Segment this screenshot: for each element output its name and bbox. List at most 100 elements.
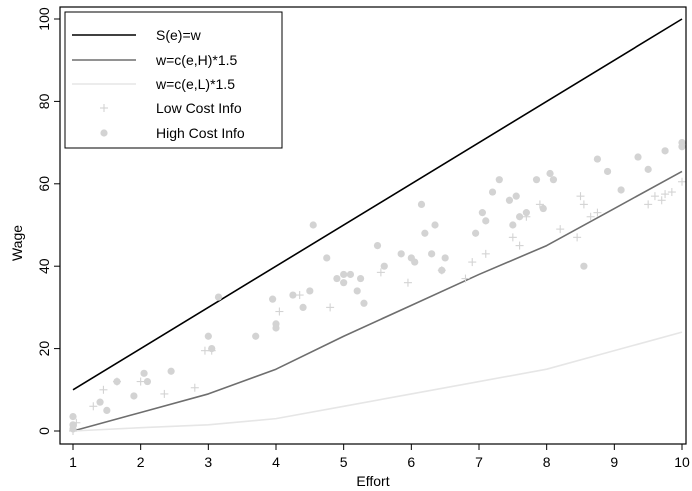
data-point-circle bbox=[428, 250, 436, 258]
legend-swatch-3 bbox=[100, 104, 108, 112]
legend-swatch-4 bbox=[100, 129, 108, 137]
data-point-circle bbox=[299, 303, 307, 311]
data-point-circle bbox=[96, 398, 104, 406]
series-points-4 bbox=[69, 139, 686, 433]
data-point-circle bbox=[472, 229, 480, 237]
data-point-circle bbox=[495, 176, 503, 184]
data-point-circle bbox=[269, 295, 277, 303]
data-point-circle bbox=[214, 293, 223, 301]
x-tick-label: 1 bbox=[69, 454, 77, 470]
data-point-circle bbox=[488, 188, 497, 196]
y-tick-label: 60 bbox=[36, 176, 52, 192]
x-axis-title: Effort bbox=[356, 473, 389, 489]
data-point-circle bbox=[289, 291, 297, 299]
series-line-0 bbox=[72, 18, 683, 391]
data-point-plus bbox=[481, 249, 490, 258]
data-point-circle bbox=[130, 392, 138, 400]
legend-label-0: S(e)=w bbox=[156, 27, 202, 43]
data-point-circle bbox=[69, 412, 77, 421]
data-point-plus bbox=[657, 196, 666, 205]
legend-label-4: High Cost Info bbox=[156, 125, 245, 141]
data-point-plus bbox=[535, 200, 544, 209]
data-point-circle bbox=[143, 377, 152, 386]
data-point-plus bbox=[403, 278, 412, 287]
data-point-circle bbox=[509, 221, 517, 229]
x-tick-label: 6 bbox=[407, 454, 415, 470]
data-point-circle bbox=[397, 250, 405, 258]
data-point-circle bbox=[546, 169, 554, 178]
data-point-circle bbox=[140, 369, 148, 377]
x-tick-label: 9 bbox=[610, 454, 618, 470]
data-point-plus bbox=[661, 190, 670, 199]
x-tick-label: 8 bbox=[543, 454, 551, 470]
data-point-plus bbox=[468, 258, 477, 267]
x-tick-label: 4 bbox=[272, 454, 280, 470]
data-point-plus bbox=[573, 233, 582, 242]
data-point-circle bbox=[380, 262, 388, 270]
data-point-circle bbox=[478, 209, 486, 217]
data-point-plus bbox=[556, 225, 565, 234]
data-point-circle bbox=[113, 377, 121, 386]
legend-label-3: Low Cost Info bbox=[156, 100, 242, 116]
data-point-plus bbox=[89, 402, 98, 411]
data-point-circle bbox=[617, 186, 625, 194]
y-axis-title: Wage bbox=[9, 225, 25, 261]
data-point-circle bbox=[678, 143, 686, 151]
data-point-circle bbox=[421, 229, 429, 237]
data-point-circle bbox=[356, 274, 365, 283]
x-tick-label: 5 bbox=[340, 454, 348, 470]
plot-area bbox=[69, 18, 686, 435]
data-point-circle bbox=[208, 345, 216, 353]
data-point-circle bbox=[441, 254, 449, 262]
legend: S(e)=w w=c(e,H)*1.5 w=c(e,L)*1.5 Low Cost I… bbox=[64, 11, 283, 149]
data-point-circle bbox=[340, 279, 348, 287]
data-point-circle bbox=[167, 367, 175, 375]
data-point-circle bbox=[522, 209, 530, 217]
data-point-circle bbox=[512, 192, 520, 200]
data-point-circle bbox=[593, 155, 602, 163]
data-point-circle bbox=[634, 153, 642, 161]
data-point-plus bbox=[515, 241, 524, 250]
legend-label-1: w=c(e,H)*1.5 bbox=[155, 52, 238, 68]
data-point-circle bbox=[323, 254, 331, 262]
data-point-circle bbox=[346, 270, 355, 279]
data-point-plus bbox=[99, 385, 108, 394]
x-tick-label: 3 bbox=[204, 454, 212, 470]
data-point-circle bbox=[532, 176, 541, 184]
data-point-circle bbox=[482, 217, 490, 225]
data-point-circle bbox=[438, 266, 446, 274]
data-point-plus bbox=[644, 200, 653, 209]
data-point-plus bbox=[295, 291, 304, 300]
data-point-plus bbox=[275, 307, 284, 316]
data-point-plus bbox=[650, 192, 659, 201]
data-point-circle bbox=[516, 213, 524, 221]
data-point-circle bbox=[340, 270, 348, 279]
data-point-plus bbox=[326, 303, 335, 312]
data-point-circle bbox=[309, 221, 317, 229]
data-point-circle bbox=[272, 324, 280, 332]
data-point-plus bbox=[667, 188, 676, 197]
data-point-plus bbox=[508, 233, 517, 242]
data-point-circle bbox=[204, 332, 212, 340]
series-line-1 bbox=[72, 170, 683, 432]
data-point-circle bbox=[580, 262, 588, 270]
data-point-circle bbox=[431, 221, 439, 229]
data-point-circle bbox=[69, 425, 77, 433]
data-point-circle bbox=[644, 165, 652, 173]
y-tick-label: 0 bbox=[36, 427, 52, 435]
data-point-plus bbox=[593, 208, 602, 217]
data-point-circle bbox=[417, 200, 426, 208]
data-point-circle bbox=[549, 176, 558, 184]
data-point-circle bbox=[411, 258, 419, 266]
data-point-circle bbox=[353, 287, 361, 295]
data-point-plus bbox=[461, 274, 470, 283]
data-point-plus bbox=[200, 346, 209, 355]
data-point-plus bbox=[136, 377, 145, 386]
y-tick-label: 80 bbox=[36, 93, 52, 109]
y-tick-label: 40 bbox=[36, 258, 52, 274]
data-point-plus bbox=[579, 200, 588, 209]
series-points-3 bbox=[69, 177, 686, 435]
series-line-2 bbox=[72, 331, 683, 432]
data-point-circle bbox=[306, 287, 314, 295]
